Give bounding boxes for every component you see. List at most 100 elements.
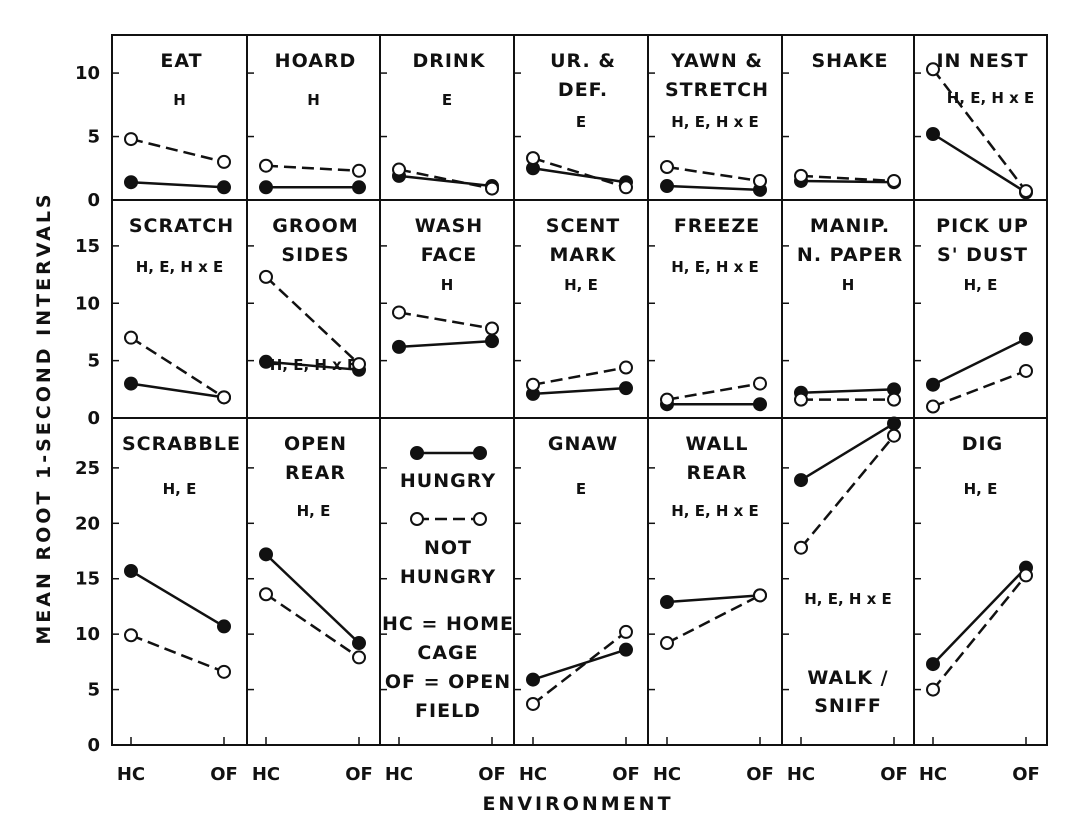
- point-not-hungry-hc: [259, 269, 273, 284]
- x-tick-label-hc: HC: [519, 764, 547, 785]
- series-line-hungry: [666, 594, 761, 604]
- panel-effects: H, E: [964, 480, 998, 498]
- panel-effects: H, E, H x E: [804, 590, 892, 608]
- point-hungry-hc: [926, 127, 940, 141]
- series-line-not-hungry: [532, 630, 627, 705]
- x-tick-label-hc: HC: [919, 764, 947, 785]
- panel-title: MANIP.: [810, 215, 890, 237]
- series-line-hungry: [130, 180, 225, 189]
- series-line-hungry: [532, 167, 627, 184]
- point-not-hungry-of: [352, 650, 366, 665]
- point-not-hungry-of: [753, 173, 767, 188]
- series-line-hungry: [932, 132, 1027, 194]
- series-line-hungry: [130, 382, 225, 399]
- point-not-hungry-hc: [794, 540, 808, 555]
- panel-effects: E: [576, 113, 586, 131]
- point-hungry-hc: [124, 563, 138, 578]
- y-tick-labels: 0 5 10 0 5 10 15 0 5 10 15 20 25: [75, 63, 921, 756]
- panel-effects: H, E, H x E: [671, 113, 759, 131]
- panel: IN NEST H, E, H x E: [926, 50, 1034, 200]
- x-tick-label-of: OF: [478, 764, 506, 785]
- series-line-hungry: [800, 388, 895, 395]
- y-tick-label: 5: [87, 680, 100, 701]
- point-not-hungry-of: [1019, 568, 1033, 583]
- y-tick-label: 5: [87, 127, 100, 148]
- panel: SHAKE: [794, 50, 901, 190]
- point-not-hungry-of: [619, 624, 633, 639]
- panel: OPEN REAR H, E: [259, 433, 366, 665]
- x-tick-label-hc: HC: [653, 764, 681, 785]
- point-hungry-hc: [124, 175, 138, 190]
- legend-marker-not-hungry: [410, 512, 424, 526]
- panel-effects: H, E: [964, 276, 998, 294]
- legend-marker-not-hungry: [473, 512, 487, 526]
- series-line-not-hungry: [265, 164, 360, 173]
- panel: PICK UP S' DUST H, E: [926, 215, 1033, 414]
- panel: GNAW E: [526, 433, 633, 711]
- point-not-hungry-hc: [526, 377, 540, 392]
- y-tick-label: 10: [75, 63, 100, 84]
- panel-effects: H: [173, 91, 186, 109]
- series-line-hungry: [932, 337, 1027, 386]
- point-hungry-hc: [259, 354, 273, 369]
- point-hungry-of: [887, 416, 901, 431]
- point-not-hungry-of: [753, 376, 767, 391]
- panel-title: WASH: [415, 215, 483, 237]
- point-hungry-of: [619, 381, 633, 396]
- x-tick-label-of: OF: [1012, 764, 1040, 785]
- panel-title: STRETCH: [665, 79, 769, 101]
- x-tick-label-of: OF: [746, 764, 774, 785]
- point-not-hungry-of: [352, 357, 366, 372]
- panel-title: SIDES: [281, 244, 349, 266]
- panel-effects: H: [307, 91, 320, 109]
- series-line-not-hungry: [265, 593, 360, 659]
- panel-title: PICK UP: [936, 215, 1029, 237]
- panel: SCRABBLE H, E: [122, 433, 241, 679]
- panel: YAWN & STRETCH H, E, H x E: [660, 50, 769, 197]
- outer-frame: [111, 34, 1048, 746]
- point-hungry-hc: [660, 595, 674, 610]
- panel: DIG H, E: [926, 433, 1033, 697]
- panel-title: DEF.: [558, 79, 608, 101]
- point-hungry-hc: [926, 377, 940, 392]
- x-tick-label-hc: HC: [252, 764, 280, 785]
- legend-label-not-hungry: NOT: [424, 537, 472, 559]
- panel: UR. & DEF. E: [526, 50, 633, 195]
- y-tick-label: 0: [87, 408, 100, 429]
- x-tick-label-of: OF: [612, 764, 640, 785]
- panel-title: S' DUST: [937, 244, 1028, 266]
- panel-title: N. PAPER: [797, 244, 903, 266]
- series-line-not-hungry: [932, 369, 1027, 408]
- series-line-not-hungry: [800, 174, 895, 183]
- panel-title: FACE: [421, 244, 477, 266]
- point-hungry-hc: [259, 180, 273, 195]
- point-not-hungry-hc: [926, 682, 940, 697]
- panel: DRINK E: [392, 50, 499, 196]
- point-not-hungry-of: [619, 180, 633, 195]
- point-not-hungry-hc: [392, 162, 406, 177]
- series-line-hungry: [265, 553, 360, 644]
- point-hungry-hc: [660, 179, 674, 194]
- point-not-hungry-hc: [124, 628, 138, 643]
- panel: FREEZE H, E, H x E: [660, 215, 767, 412]
- series-line-not-hungry: [666, 165, 761, 183]
- series-line-hungry: [532, 648, 627, 681]
- series-line-not-hungry: [265, 275, 360, 365]
- point-not-hungry-hc: [660, 636, 674, 651]
- panel-title: SCRABBLE: [122, 433, 241, 455]
- series-line-not-hungry: [932, 574, 1027, 691]
- series-line-not-hungry: [532, 366, 627, 386]
- legend-note: HC = HOME: [382, 613, 514, 635]
- panel-title: MARK: [550, 244, 617, 266]
- y-tick-label: 15: [75, 236, 100, 257]
- legend-marker-hungry: [410, 446, 424, 460]
- panel-grid: [111, 34, 1048, 746]
- panel-title: SCENT: [546, 215, 620, 237]
- panel: WALL REAR H, E, H x E: [660, 433, 767, 651]
- series-line-not-hungry: [800, 434, 895, 549]
- panels: EAT H HOARD H DRINK E UR. & DEF. E YAWN & STRETCH H…: [122, 50, 1034, 717]
- point-not-hungry-of: [352, 163, 366, 178]
- y-tick-label: 25: [75, 458, 100, 479]
- point-not-hungry-hc: [259, 158, 273, 173]
- series-line-not-hungry: [932, 68, 1027, 192]
